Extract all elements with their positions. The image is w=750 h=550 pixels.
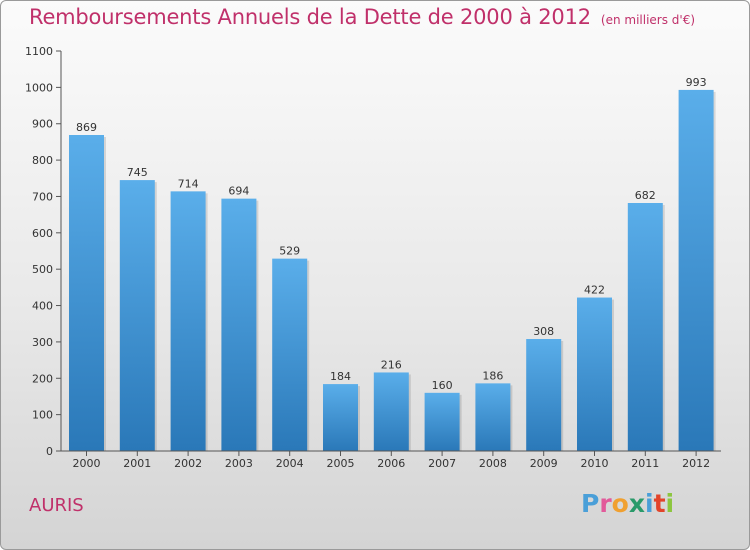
x-tick-label: 2009 [530, 457, 558, 470]
proxiti-logo[interactable]: Proxiti [581, 489, 674, 518]
bar [526, 339, 562, 451]
y-tick-label: 800 [32, 154, 53, 167]
chart-title-main: Remboursements Annuels de la Dette de 20… [29, 5, 591, 29]
bar-value-label: 422 [584, 284, 605, 297]
bar-value-label: 308 [533, 325, 554, 338]
chart-title-unit: (en milliers d'€) [600, 13, 696, 27]
y-tick-label: 500 [32, 263, 53, 276]
bar [221, 198, 257, 451]
y-tick-label: 900 [32, 118, 53, 131]
bar [119, 180, 155, 451]
chart-title: Remboursements Annuels de la Dette de 20… [29, 5, 695, 29]
bar [678, 89, 714, 451]
logo-letter: i [665, 489, 675, 518]
bar-value-label: 682 [635, 189, 656, 202]
bar-value-label: 694 [228, 185, 249, 198]
x-tick-label: 2012 [682, 457, 710, 470]
x-tick-label: 2005 [327, 457, 355, 470]
bar [272, 258, 308, 451]
bar [323, 384, 358, 451]
x-tick-label: 2011 [631, 457, 659, 470]
x-tick-label: 2001 [123, 457, 151, 470]
bar [627, 203, 663, 451]
x-tick-label: 2000 [73, 457, 101, 470]
x-tick-label: 2002 [174, 457, 202, 470]
bar-value-label: 184 [330, 370, 351, 383]
bar-value-label: 993 [686, 76, 707, 89]
x-tick-label: 2010 [581, 457, 609, 470]
bar [373, 372, 409, 451]
x-tick-label: 2008 [479, 457, 507, 470]
logo-letter: o [611, 489, 629, 518]
bar [475, 383, 511, 451]
y-tick-label: 400 [32, 300, 53, 313]
axis-layer: 0 100 200 300 400 500 600 700 800 900 1000 1100 2000… [25, 45, 721, 470]
x-tick-label: 2003 [225, 457, 253, 470]
bar [69, 135, 104, 451]
bar-value-label: 714 [178, 177, 199, 190]
y-tick-label: 1100 [25, 45, 53, 58]
bar-value-label: 745 [127, 166, 148, 179]
bar [577, 297, 612, 451]
y-tick-label: 700 [32, 190, 53, 203]
bar-value-label: 529 [279, 245, 300, 258]
y-tick-label: 0 [46, 445, 53, 458]
y-tick-label: 200 [32, 372, 53, 385]
bars-layer: 869 745 714 694 529 184 216 160 186 308 422 682 993 [69, 76, 716, 451]
y-tick-label: 600 [32, 227, 53, 240]
logo-letter: r [599, 489, 612, 518]
x-tick-label: 2004 [276, 457, 304, 470]
logo-letter: t [653, 489, 666, 518]
logo-letter: P [581, 489, 600, 518]
bar [424, 392, 460, 451]
y-tick-label: 1000 [25, 81, 53, 94]
logo-letter: i [645, 489, 654, 518]
commune-name: AURIS [29, 495, 84, 516]
bar-value-label: 160 [432, 379, 453, 392]
x-tick-label: 2007 [428, 457, 456, 470]
x-tick-label: 2006 [377, 457, 405, 470]
bar-value-label: 186 [482, 369, 503, 382]
bar-value-label: 869 [76, 121, 97, 134]
y-tick-label: 300 [32, 336, 53, 349]
logo-letter: x [628, 489, 645, 518]
y-tick-label: 100 [32, 409, 53, 422]
bar-value-label: 216 [381, 358, 402, 371]
bar [170, 191, 206, 451]
